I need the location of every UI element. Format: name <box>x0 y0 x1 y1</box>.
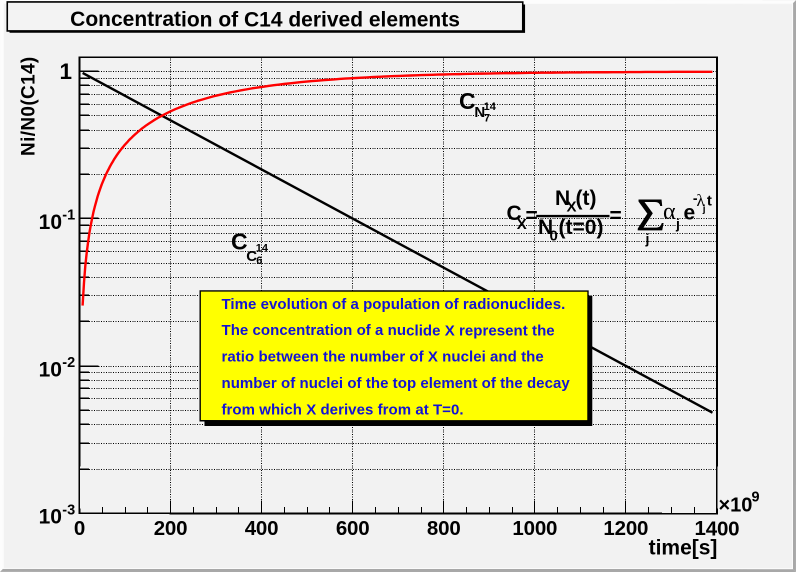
svg-text:200: 200 <box>154 517 188 540</box>
svg-text:N: N <box>538 216 553 239</box>
svg-text:e: e <box>684 202 696 225</box>
svg-text:(t): (t) <box>576 187 597 210</box>
svg-text:=: = <box>526 204 538 227</box>
svg-text:time[s]: time[s] <box>649 537 718 560</box>
svg-text:Time evolution of a population: Time evolution of a population of radion… <box>221 296 565 313</box>
svg-text:0: 0 <box>550 228 558 245</box>
svg-text:C: C <box>246 248 257 265</box>
svg-text:-1: -1 <box>62 208 75 224</box>
svg-text:600: 600 <box>336 517 370 540</box>
svg-text:=: = <box>610 204 622 227</box>
svg-text:C: C <box>507 202 522 225</box>
svg-text:j: j <box>675 215 680 231</box>
svg-text:10: 10 <box>39 358 62 381</box>
svg-text:10: 10 <box>39 506 62 529</box>
svg-text:400: 400 <box>245 517 279 540</box>
svg-text:t: t <box>707 193 712 210</box>
svg-text:from which X derives from at T: from which X derives from at T=0. <box>221 401 463 418</box>
svg-text:-3: -3 <box>62 502 75 518</box>
svg-text:1400: 1400 <box>695 517 740 540</box>
svg-text:X: X <box>517 216 527 233</box>
svg-text:14: 14 <box>484 101 497 113</box>
svg-text:7: 7 <box>484 113 490 125</box>
svg-text:X: X <box>567 199 577 216</box>
svg-text:j: j <box>702 204 706 215</box>
svg-text:number of nuclei of the top el: number of nuclei of the top element of t… <box>221 375 570 392</box>
svg-text:C: C <box>231 229 248 255</box>
svg-text:Ni/N0(C14): Ni/N0(C14) <box>19 56 40 156</box>
svg-text:6: 6 <box>256 255 262 267</box>
svg-text:×10: ×10 <box>718 495 752 517</box>
svg-text:0: 0 <box>74 517 85 540</box>
svg-text:j: j <box>645 230 650 246</box>
svg-text:800: 800 <box>427 517 461 540</box>
svg-text:N: N <box>555 187 570 210</box>
svg-text:1000: 1000 <box>512 517 557 540</box>
svg-text:ratio between the number of X: ratio between the number of X nuclei and… <box>221 349 543 366</box>
svg-text:-: - <box>693 190 698 206</box>
svg-text:1200: 1200 <box>603 517 648 540</box>
svg-text:Concentration of C14 derived e: Concentration of C14 derived elements <box>70 8 460 31</box>
svg-text:1: 1 <box>60 59 73 84</box>
svg-text:14: 14 <box>256 242 269 254</box>
svg-text:α: α <box>663 199 676 225</box>
svg-text:(t=0): (t=0) <box>559 216 604 239</box>
svg-text:The concentration of a nuclide: The concentration of a nuclide X represe… <box>221 322 554 339</box>
svg-text:C: C <box>459 88 476 114</box>
svg-text:λ: λ <box>697 191 706 210</box>
svg-text:10: 10 <box>39 211 62 234</box>
svg-text:9: 9 <box>751 490 759 506</box>
svg-text:N: N <box>474 104 485 121</box>
svg-text:-2: -2 <box>62 355 75 371</box>
